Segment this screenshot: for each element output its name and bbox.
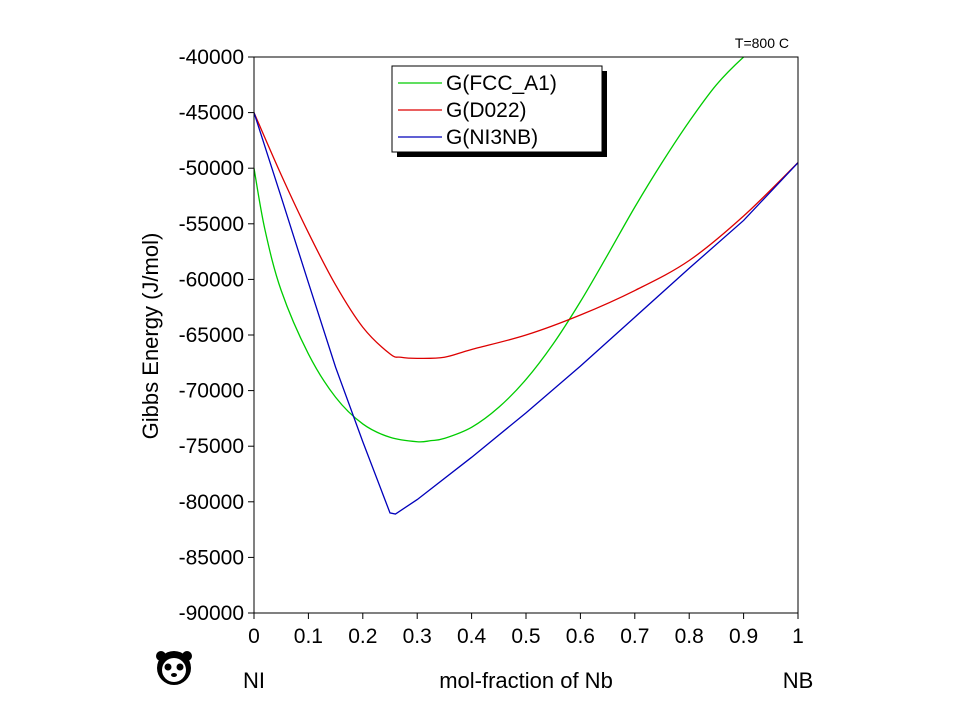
- y-tick-label: -90000: [179, 602, 244, 625]
- y-tick-label: -40000: [179, 46, 244, 69]
- legend-entry-label: G(FCC_A1): [446, 72, 557, 95]
- y-tick-label: -45000: [179, 102, 244, 125]
- x-axis-left-endpoint-label: NI: [243, 668, 265, 693]
- series-layer: [254, 57, 798, 515]
- x-tick-label: 0.5: [511, 625, 540, 648]
- legend: G(FCC_A1) G(D022) G(NI3NB): [391, 65, 607, 157]
- x-axis-right-endpoint-label: NB: [783, 668, 814, 693]
- series-line-3: [254, 112, 798, 515]
- x-tick-label: 0.6: [566, 625, 595, 648]
- y-tick-label: -80000: [179, 491, 244, 514]
- x-axis-label: mol-fraction of Nb: [439, 668, 613, 693]
- series-line-1: [254, 57, 745, 443]
- y-tick-label: -55000: [179, 213, 244, 236]
- legend-entry-label: G(NI3NB): [446, 126, 538, 149]
- x-tick-label: 0.4: [457, 625, 487, 648]
- app-logo-icon: [156, 651, 192, 685]
- y-tick-label: -75000: [179, 435, 244, 458]
- y-axis-ticks: -40000 -45000 -50000 -55000 -60000 -65000 -700…: [179, 46, 254, 625]
- legend-entry-label: G(D022): [446, 99, 527, 122]
- series-line-2: [254, 112, 798, 360]
- x-axis-ticks: 0 0.1 0.2 0.3 0.4 0.5 0.6 0.7 0.8 0.9 1: [248, 613, 804, 648]
- x-tick-label: 0.2: [348, 625, 377, 648]
- x-tick-label: 0.8: [675, 625, 704, 648]
- x-tick-label: 0.1: [294, 625, 323, 648]
- legend-entries: G(FCC_A1) G(D022) G(NI3NB): [398, 72, 557, 149]
- x-tick-label: 0: [248, 625, 260, 648]
- x-tick-label: 0.3: [403, 625, 432, 648]
- temperature-annotation: T=800 C: [735, 35, 789, 51]
- x-tick-label: 1: [792, 625, 804, 648]
- y-tick-label: -65000: [179, 324, 244, 347]
- y-tick-label: -85000: [179, 546, 244, 569]
- y-tick-label: -70000: [179, 380, 244, 403]
- y-axis-label: Gibbs Energy (J/mol): [138, 233, 163, 440]
- y-tick-label: -60000: [179, 268, 244, 291]
- y-tick-label: -50000: [179, 157, 244, 180]
- x-tick-label: 0.7: [620, 625, 649, 648]
- legend-box: [391, 65, 603, 153]
- x-tick-label: 0.9: [729, 625, 758, 648]
